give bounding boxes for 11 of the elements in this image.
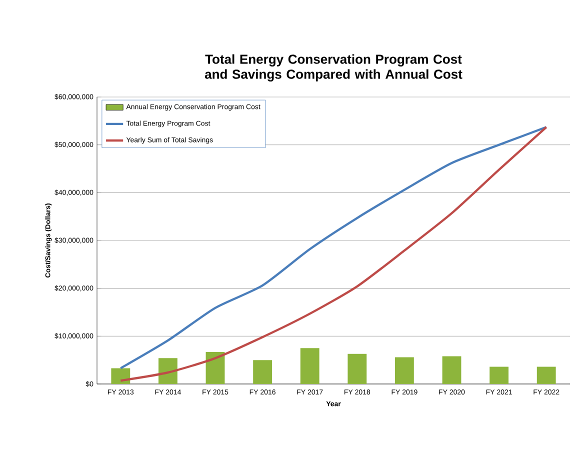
bar [348, 354, 367, 384]
bar [300, 348, 320, 384]
bar [536, 366, 556, 384]
bar [206, 352, 225, 384]
bar [394, 357, 414, 384]
bar [158, 358, 178, 384]
chart-title: Total Energy Conservation Program Cost and Savings Compared with Annual Cost [204, 54, 462, 82]
bar [111, 368, 130, 384]
bar [490, 366, 509, 384]
bar [253, 360, 272, 384]
bar [442, 356, 462, 384]
